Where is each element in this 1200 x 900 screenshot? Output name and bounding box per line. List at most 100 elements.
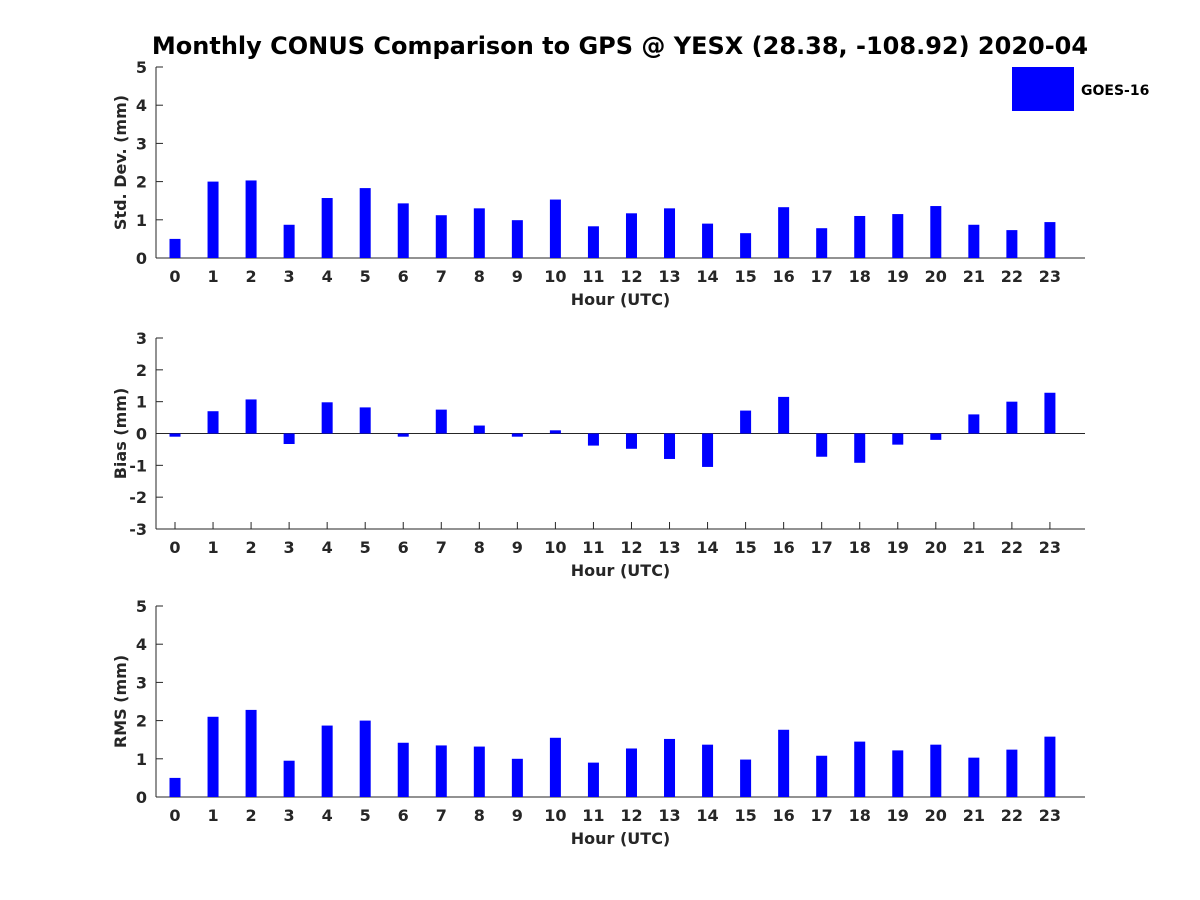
y-tick-label: -1	[129, 456, 147, 475]
x-tick-label: 19	[887, 267, 909, 286]
bar-hour-0	[169, 433, 181, 437]
bar-hour-15	[740, 233, 752, 258]
legend-swatch	[1012, 67, 1074, 111]
bar-hour-19	[892, 214, 904, 258]
bar-hour-10	[549, 199, 561, 258]
y-tick-label: 0	[136, 249, 147, 268]
legend-label: GOES-16	[1081, 83, 1149, 99]
bar-hour-14	[702, 223, 714, 258]
x-tick-label: 14	[696, 538, 718, 557]
x-axis-label: Hour (UTC)	[571, 290, 671, 309]
x-tick-label: 12	[620, 806, 642, 825]
bar-hour-13	[664, 738, 676, 797]
y-tick-label: 1	[136, 211, 147, 230]
bar-hour-9	[511, 433, 523, 437]
x-tick-label: 6	[398, 267, 409, 286]
x-tick-label: 9	[512, 538, 523, 557]
y-tick-label: 5	[136, 58, 147, 77]
x-tick-label: 21	[963, 806, 985, 825]
bar-hour-7	[435, 215, 447, 258]
x-tick-label: 5	[360, 538, 371, 557]
x-tick-label: 10	[544, 806, 566, 825]
y-tick-label: 4	[136, 635, 147, 654]
bar-hour-2	[245, 180, 257, 258]
y-tick-label: 2	[136, 361, 147, 380]
bar-hour-16	[778, 396, 790, 434]
bar-hour-19	[892, 433, 904, 445]
x-tick-label: 17	[811, 538, 833, 557]
bar-hour-7	[435, 409, 447, 434]
bar-hour-5	[359, 188, 371, 258]
bar-hour-7	[435, 745, 447, 797]
bar-hour-6	[397, 433, 409, 437]
x-tick-label: 16	[773, 806, 795, 825]
x-tick-label: 5	[360, 267, 371, 286]
x-tick-label: 17	[811, 267, 833, 286]
bar-hour-3	[283, 760, 295, 797]
x-tick-label: 19	[887, 806, 909, 825]
bar-hour-17	[816, 755, 828, 797]
x-tick-label: 21	[963, 267, 985, 286]
y-tick-label: 3	[136, 134, 147, 153]
x-tick-label: 23	[1039, 806, 1061, 825]
y-tick-label: 4	[136, 96, 147, 115]
x-tick-label: 23	[1039, 267, 1061, 286]
bar-hour-14	[702, 433, 714, 467]
bar-hour-0	[169, 238, 181, 258]
x-tick-label: 10	[544, 267, 566, 286]
bar-hour-0	[169, 777, 181, 797]
bar-hour-2	[245, 709, 257, 797]
bar-hour-6	[397, 742, 409, 797]
x-tick-label: 22	[1001, 267, 1023, 286]
x-tick-label: 20	[925, 806, 947, 825]
bar-hour-22	[1006, 230, 1018, 258]
x-tick-label: 15	[734, 538, 756, 557]
x-tick-label: 14	[696, 267, 718, 286]
bar-hour-5	[359, 720, 371, 797]
x-tick-label: 22	[1001, 538, 1023, 557]
bar-hour-15	[740, 759, 752, 797]
bar-hour-8	[473, 208, 485, 258]
x-tick-label: 7	[436, 806, 447, 825]
x-tick-label: 3	[284, 538, 295, 557]
bar-hour-1	[207, 411, 219, 434]
bar-hour-20	[930, 206, 942, 258]
x-tick-label: 23	[1039, 538, 1061, 557]
y-axis-label: Std. Dev. (mm)	[111, 95, 130, 230]
y-tick-label: -2	[129, 488, 147, 507]
y-tick-label: -3	[129, 520, 147, 539]
x-tick-label: 1	[207, 806, 218, 825]
x-tick-label: 6	[398, 806, 409, 825]
y-tick-label: 1	[136, 750, 147, 769]
x-tick-label: 2	[246, 806, 257, 825]
y-tick-label: 5	[136, 597, 147, 616]
x-tick-label: 11	[582, 267, 604, 286]
y-tick-label: 3	[136, 673, 147, 692]
y-tick-label: 2	[136, 712, 147, 731]
bar-hour-6	[397, 203, 409, 258]
x-tick-label: 8	[474, 806, 485, 825]
bar-hour-3	[283, 224, 295, 258]
bar-hour-8	[473, 425, 485, 434]
x-tick-label: 1	[207, 538, 218, 557]
bar-hour-16	[778, 207, 790, 258]
bar-hour-3	[283, 433, 295, 445]
bar-hour-11	[587, 762, 599, 797]
bar-hour-18	[854, 741, 866, 797]
bar-hour-13	[664, 433, 676, 459]
x-tick-label: 4	[322, 538, 333, 557]
x-tick-label: 16	[773, 267, 795, 286]
bar-hour-11	[587, 433, 599, 446]
x-tick-label: 18	[849, 267, 871, 286]
x-tick-label: 9	[512, 267, 523, 286]
x-tick-label: 19	[887, 538, 909, 557]
bar-hour-1	[207, 181, 219, 258]
bar-hour-1	[207, 716, 219, 797]
x-tick-label: 11	[582, 806, 604, 825]
x-tick-label: 6	[398, 538, 409, 557]
bar-hour-22	[1006, 749, 1018, 797]
y-tick-label: 0	[136, 425, 147, 444]
x-tick-label: 20	[925, 538, 947, 557]
x-tick-label: 20	[925, 267, 947, 286]
